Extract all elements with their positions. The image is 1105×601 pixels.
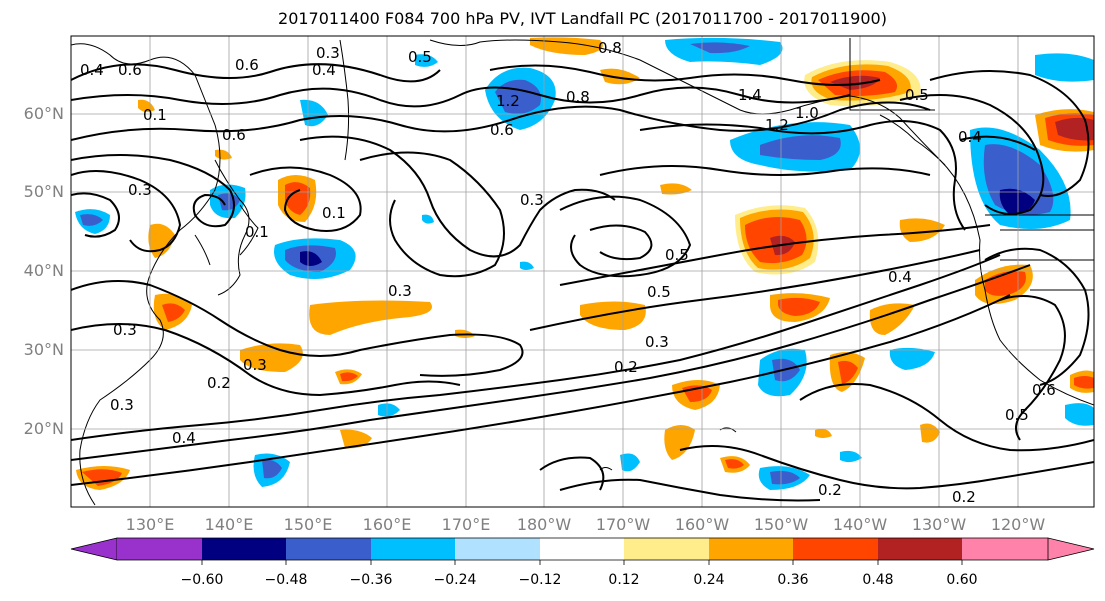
colorbar-bin (709, 538, 793, 560)
contour-label: 0.2 (614, 358, 638, 376)
contour-label: 0.5 (408, 48, 432, 66)
contour-label: 0.6 (490, 121, 514, 139)
colorbar-tick-label: 0.12 (608, 572, 640, 588)
colorbar-tick-label: 0.48 (862, 572, 894, 588)
colorbar-bin (624, 538, 709, 560)
contour-label: 0.3 (113, 321, 137, 339)
lon-label: 150°W (753, 515, 809, 534)
contour-label: 0.5 (647, 283, 671, 301)
pv-contours (71, 63, 1094, 502)
colorbar-bin (286, 538, 371, 560)
lat-label: 60°N (23, 104, 64, 123)
contour-label: 0.4 (80, 61, 104, 79)
colorbar-tick-label: 0.60 (946, 572, 978, 588)
colorbar-tick-label: −0.36 (349, 572, 393, 588)
contour-label: 1.2 (496, 92, 520, 110)
lat-label: 30°N (23, 340, 64, 359)
contour-label: 0.1 (322, 204, 346, 222)
contour-label: 0.5 (665, 246, 689, 264)
contour-label: 0.4 (958, 128, 982, 146)
contour-label: 0.6 (235, 56, 259, 74)
colorbar-min-extension (70, 537, 118, 561)
colorbar-tick-label: −0.60 (180, 572, 224, 588)
colorbar-tick-label: −0.24 (433, 572, 477, 588)
colorbar-tick-label: −0.12 (518, 572, 562, 588)
contour-label: 0.6 (118, 61, 142, 79)
negative-anomaly-shading (75, 37, 1094, 490)
lon-label: 130°W (911, 515, 967, 534)
lon-label: 180°W (516, 515, 572, 534)
contour-label: 0.2 (952, 488, 976, 506)
contour-label: 0.1 (245, 223, 269, 241)
map-frame (70, 35, 1095, 508)
contour-label: 1.4 (738, 86, 762, 104)
graticule (71, 36, 1094, 507)
contour-label: 0.6 (1032, 381, 1056, 399)
lon-label: 160°E (362, 515, 412, 534)
coastlines (71, 38, 1094, 506)
lon-label: 150°E (283, 515, 333, 534)
contour-label: 0.3 (645, 333, 669, 351)
colorbar-bin (117, 538, 202, 560)
contour-label: 0.3 (388, 282, 412, 300)
colorbar-bin (793, 538, 878, 560)
chart-title: 2017011400 F084 700 hPa PV, IVT Landfall… (278, 9, 887, 28)
colorbar-bin (455, 538, 540, 560)
lon-label: 170°E (441, 515, 491, 534)
contour-label: 0.6 (222, 126, 246, 144)
colorbar-bin (202, 538, 286, 560)
lon-label: 130°E (125, 515, 175, 534)
colorbar-bin (962, 538, 1048, 560)
lat-label: 50°N (23, 182, 64, 201)
contour-label: 0.3 (110, 396, 134, 414)
contour-label: 0.4 (312, 61, 336, 79)
colorbar-max-extension (1047, 537, 1095, 561)
colorbar-bin (540, 538, 624, 560)
contour-label: 0.3 (243, 356, 267, 374)
lon-label: 140°E (204, 515, 254, 534)
lon-label: 160°W (674, 515, 730, 534)
contour-label: 0.4 (172, 429, 196, 447)
contour-label: 0.3 (316, 44, 340, 62)
colorbar-bin (878, 538, 962, 560)
contour-label: 0.2 (818, 481, 842, 499)
contour-label: 0.1 (143, 106, 167, 124)
colorbar-tick-label: 0.24 (693, 572, 725, 588)
colorbar-tick-label: −0.48 (264, 572, 308, 588)
lon-label: 120°W (990, 515, 1046, 534)
lat-label: 20°N (23, 419, 64, 438)
contour-label: 0.5 (905, 86, 929, 104)
colorbar-tick-label: 0.36 (777, 572, 809, 588)
contour-label: 1.2 (765, 116, 789, 134)
contour-label: 0.8 (566, 88, 590, 106)
contour-label: 1.0 (795, 104, 819, 122)
contour-label: 0.3 (520, 191, 544, 209)
contour-label: 0.2 (207, 374, 231, 392)
contour-label: 0.8 (598, 39, 622, 57)
contour-label: 0.5 (1005, 406, 1029, 424)
lat-label: 40°N (23, 261, 64, 280)
contour-label: 0.3 (128, 181, 152, 199)
contour-label: 0.4 (888, 268, 912, 286)
lon-label: 170°W (595, 515, 651, 534)
lon-label: 140°W (832, 515, 888, 534)
contour-labels: 0.3 0.4 0.5 0.6 0.8 0.1 0.6 0.4 1.2 0.8 … (80, 39, 1056, 506)
colorbar (70, 537, 1095, 565)
colorbar-bin (371, 538, 455, 560)
